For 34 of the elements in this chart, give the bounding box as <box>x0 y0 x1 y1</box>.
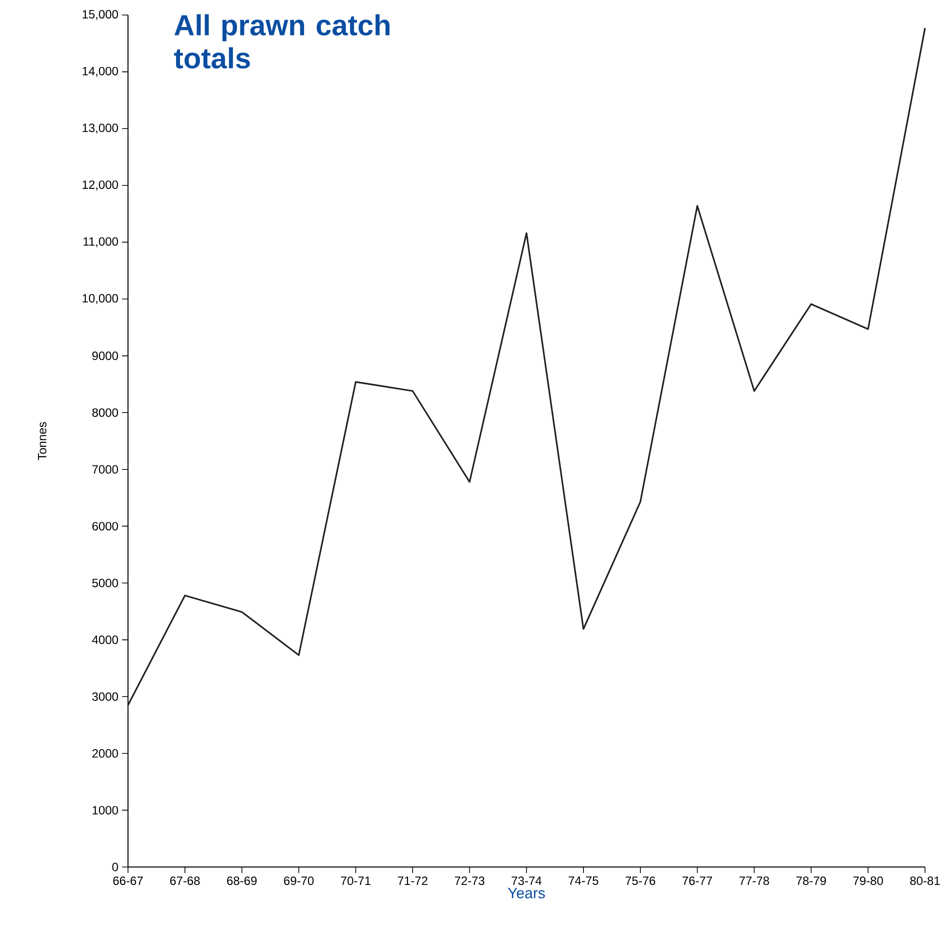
y-tick-label: 7000 <box>92 465 118 474</box>
x-tick-label: 77-78 <box>739 876 770 886</box>
x-tick-label: 80-81 <box>910 876 940 886</box>
x-tick-label: 66-67 <box>113 876 143 886</box>
y-tick-label: 9000 <box>92 352 118 360</box>
y-tick-label: 4000 <box>92 636 118 644</box>
y-tick-label: 6000 <box>92 522 118 530</box>
x-tick-label: 74-75 <box>568 876 598 885</box>
y-tick-label: 11,000 <box>84 237 118 248</box>
y-tick-label: 3000 <box>92 692 118 701</box>
chart-title: All prawn catch totals <box>174 14 390 69</box>
x-tick-label: 72-73 <box>454 876 484 886</box>
x-tick-label: 75-76 <box>626 876 656 886</box>
x-axis-title: Years <box>508 888 545 898</box>
y-tick-label: 14,000 <box>82 66 118 77</box>
x-tick-label: 71-72 <box>398 876 428 885</box>
x-tick-label: 76-77 <box>682 876 712 886</box>
y-tick-label: 12,000 <box>82 180 118 190</box>
x-tick-label: 69-70 <box>284 876 314 886</box>
y-tick-label: 13,000 <box>82 124 118 134</box>
y-tick-label: 15,000 <box>82 10 118 20</box>
x-tick-label: 70-71 <box>340 876 370 886</box>
y-tick-label: 8000 <box>92 408 118 417</box>
x-tick-label: 67-68 <box>170 876 200 886</box>
x-tick-label: 79-80 <box>853 876 883 886</box>
x-tick-label: 73-74 <box>512 876 542 886</box>
x-tick-label: 68-69 <box>227 876 257 886</box>
y-tick-label: 5000 <box>92 578 118 588</box>
y-tick-label: 10,000 <box>82 294 118 304</box>
y-axis-title: Tonnes <box>38 422 46 460</box>
y-tick-label: 1000 <box>92 806 118 814</box>
y-tick-label: 0 <box>112 862 118 872</box>
y-tick-label: 2000 <box>92 749 118 758</box>
x-tick-label: 78-79 <box>796 876 826 886</box>
